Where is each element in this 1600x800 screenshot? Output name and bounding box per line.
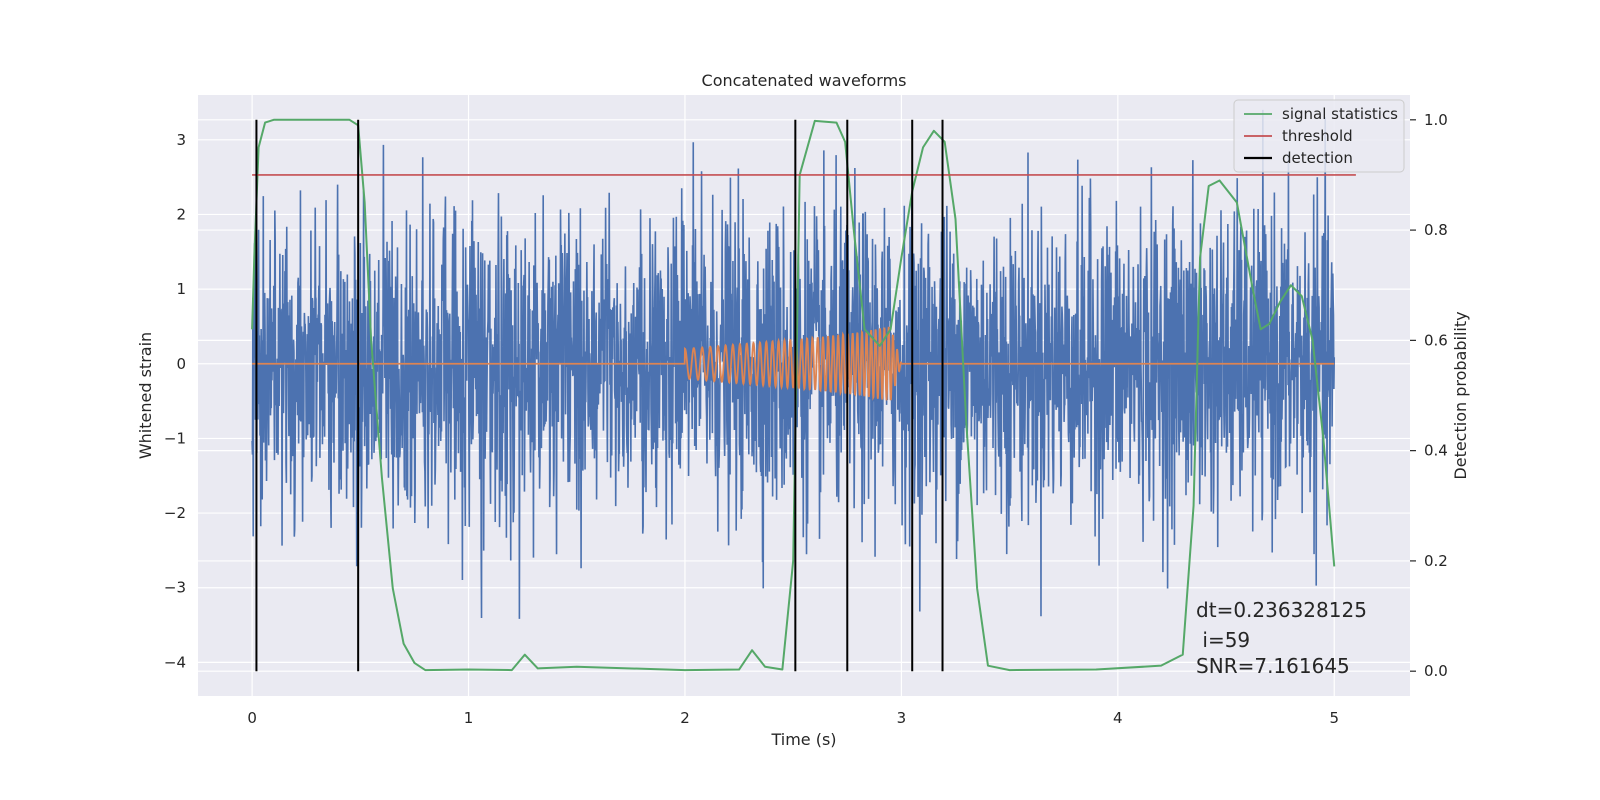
legend-label-signal-statistics: signal statistics: [1282, 105, 1398, 123]
y2-tick-label: 0.2: [1424, 552, 1448, 570]
y-tick-label: −1: [164, 429, 186, 447]
y2-tick-label: 0.4: [1424, 442, 1448, 460]
y2-tick-label: 0.6: [1424, 331, 1448, 349]
y-tick-label: −4: [164, 653, 186, 671]
x-tick-label: 2: [680, 709, 690, 727]
y-tick-label: −3: [164, 579, 186, 597]
annotation-index: i=59: [1196, 628, 1250, 652]
annotations: dt=0.236328125 i=59 SNR=7.161645: [1196, 598, 1367, 678]
y-tick-label: 1: [176, 280, 186, 298]
x-tick-label: 5: [1329, 709, 1339, 727]
x-tick-label: 4: [1113, 709, 1123, 727]
legend-box: [1233, 99, 1405, 173]
y-tick-label: 0: [176, 355, 186, 373]
strain-series: [251, 109, 1336, 619]
x-axis-label: Time (s): [770, 730, 836, 749]
annotation-dt: dt=0.236328125: [1196, 598, 1367, 622]
template-line: [252, 326, 1335, 401]
y-tick-label: 2: [176, 205, 186, 223]
y-axis-label: Whitened strain: [136, 332, 155, 459]
chart-title: Concatenated waveforms: [702, 71, 907, 90]
template-series: [252, 326, 1335, 401]
x-tick-label: 0: [247, 709, 257, 727]
x-tick-label: 3: [897, 709, 907, 727]
legend-label-detection: detection: [1282, 149, 1353, 167]
y2-axis-label: Detection probability: [1451, 311, 1470, 479]
y2-tick-label: 0.0: [1424, 662, 1448, 680]
y-tick-label: 3: [176, 131, 186, 149]
y2-tick-label: 1.0: [1424, 111, 1448, 129]
y2-tick-label: 0.8: [1424, 221, 1448, 239]
y-tick-label: −2: [164, 504, 186, 522]
x-tick-label: 1: [464, 709, 474, 727]
annotation-snr: SNR=7.161645: [1196, 654, 1350, 678]
signal-statistics-line: [251, 118, 1336, 672]
axes: 0 1 2 3 4 5 −4 −3 −2 −1 0 1 2 3 0.0 0.2 0.4 0.6 0.8 1.0: [164, 111, 1448, 727]
legend: signal statistics threshold detection: [1233, 99, 1405, 173]
signal-statistics-series: [251, 118, 1336, 672]
legend-label-threshold: threshold: [1282, 127, 1353, 145]
strain-line: [251, 109, 1336, 619]
detection-series: [255, 119, 944, 672]
